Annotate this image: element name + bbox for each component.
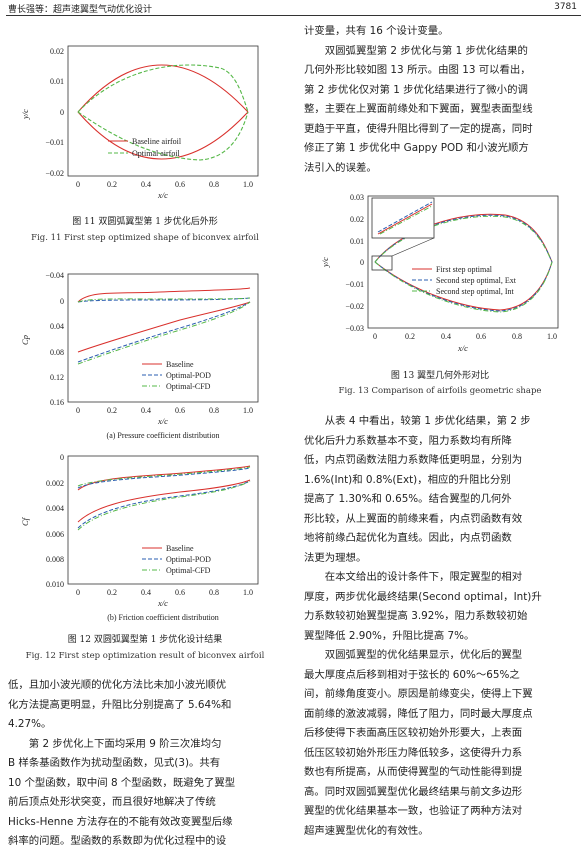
fig11-caption-en: Fig. 11 First step optimized shape of bi…: [31, 233, 259, 243]
x-tick: 0.8: [209, 180, 219, 189]
y-tick: 0.002: [46, 479, 64, 488]
y-tick: 0: [60, 453, 64, 462]
figure-13-chart: First step optimal Second step optimal, …: [320, 193, 559, 353]
x-tick: 0.6: [175, 406, 185, 415]
y-tick: 0.006: [46, 530, 64, 539]
figure-11-chart: Baseline airfoil Optimal airfoil 0.02 0.…: [20, 45, 259, 198]
x-tick: 0.4: [141, 406, 151, 415]
figure-12a-chart: Baseline Optimal-POD Optimal-CFD −0.04 0…: [20, 271, 259, 440]
x-tick: 1.0: [243, 180, 253, 189]
x-tick: 0.8: [512, 332, 522, 341]
y-tick: 0.008: [46, 555, 64, 564]
legend-optimal-airfoil: Optimal airfoil: [132, 149, 181, 158]
y-tick: −0.04: [45, 271, 64, 280]
legend-optimal-cfd: Optimal-CFD: [166, 382, 211, 391]
x-tick: 0.4: [141, 588, 151, 597]
fig12-caption-en: Fig. 12 First step optimization result o…: [25, 651, 265, 661]
x-tick: 0.2: [405, 332, 415, 341]
legend-optimal-cfd: Optimal-CFD: [166, 566, 211, 575]
x-axis-label: x/c: [457, 343, 468, 353]
y-tick: 0.01: [350, 237, 364, 246]
x-tick: 0: [76, 588, 80, 597]
y-tick: 0.04: [50, 322, 64, 331]
x-tick: 0.6: [476, 332, 486, 341]
legend-second-step-ext: Second step optimal, Ext: [436, 276, 517, 285]
subcaption-b: (b) Friction coefficient distribution: [107, 613, 219, 622]
y-tick: 0.02: [50, 47, 64, 56]
x-tick: 0.4: [441, 332, 451, 341]
x-axis-label: x/c: [157, 598, 168, 608]
legend-first-step: First step optimal: [436, 265, 493, 274]
y-axis-label: y/c: [320, 257, 330, 268]
y-tick: 0.004: [46, 504, 64, 513]
x-tick: 0.2: [107, 180, 117, 189]
x-tick: 0: [373, 332, 377, 341]
y-tick: −0.01: [45, 138, 64, 147]
y-tick: 0.010: [46, 580, 64, 589]
x-tick: 1.0: [243, 588, 253, 597]
y-axis-label: y/c: [20, 109, 30, 120]
right-column-text-bottom: 从表 4 中看出，较第 1 步优化结果，第 2 步优化后升力系数基本不变，阻力系…: [304, 415, 542, 837]
legend-optimal-pod: Optimal-POD: [166, 555, 211, 564]
subcaption-a: (a) Pressure coefficient distribution: [107, 431, 220, 440]
x-axis-label: x/c: [157, 416, 168, 426]
fig13-caption-cn: 图 13 翼型几何外形对比: [390, 371, 490, 381]
legend-optimal-pod: Optimal-POD: [166, 371, 211, 380]
y-axis-label: Cp: [20, 335, 30, 345]
right-column-text-top: 计变量，共有 16 个设计变量。 双圆弧翼型第 2 步优化与第 1 步优化结果的…: [304, 25, 533, 174]
y-tick: 0.02: [350, 215, 364, 224]
fig11-caption-cn: 图 11 双圆弧翼型第 1 步优化后外形: [72, 217, 218, 227]
y-tick: −0.02: [45, 169, 64, 178]
x-tick: 0.8: [209, 588, 219, 597]
x-tick: 0: [76, 406, 80, 415]
fig13-caption-en: Fig. 13 Comparison of airfoils geometric…: [338, 386, 542, 396]
y-tick: 0.01: [50, 77, 64, 86]
y-tick: 0.08: [50, 348, 64, 357]
x-tick: 1.0: [547, 332, 557, 341]
x-tick: 1.0: [243, 406, 253, 415]
y-tick: 0.12: [50, 373, 64, 382]
y-tick: −0.02: [345, 302, 364, 311]
y-tick: 0.16: [50, 398, 64, 407]
y-tick: 0: [360, 258, 364, 267]
y-tick: −0.03: [345, 324, 364, 333]
y-axis-label: Cf: [20, 516, 30, 526]
y-tick: 0: [60, 108, 64, 117]
x-axis-label: x/c: [157, 190, 168, 198]
y-tick: −0.01: [345, 280, 364, 289]
fig12-caption-cn: 图 12 双圆弧翼型第 1 步优化设计结果: [67, 635, 223, 645]
running-header: 曹长强等：超声速翼型气动优化设计: [8, 5, 153, 15]
x-tick: 0.2: [107, 406, 117, 415]
x-tick: 0.4: [141, 180, 151, 189]
x-tick: 0.2: [107, 588, 117, 597]
legend-second-step-int: Second step optimal, Int: [436, 287, 515, 296]
x-tick: 0.6: [175, 180, 185, 189]
legend-baseline: Baseline: [166, 360, 194, 369]
legend-baseline-airfoil: Baseline airfoil: [132, 137, 182, 146]
x-tick: 0: [76, 180, 80, 189]
left-column-text: 低，且加小波光顺的优化方法比未加小波光顺优 化方法提高更明显，升阻比分别提高了 5…: [8, 679, 236, 847]
y-tick: 0.03: [350, 193, 364, 202]
page-number: 3781: [554, 2, 577, 12]
y-tick: 0: [60, 297, 64, 306]
header-rule: [6, 15, 581, 16]
legend-baseline: Baseline: [166, 544, 194, 553]
figure-12b-chart: Baseline Optimal-POD Optimal-CFD 0 0.002…: [20, 453, 259, 622]
x-tick: 0.8: [209, 406, 219, 415]
x-tick: 0.6: [175, 588, 185, 597]
